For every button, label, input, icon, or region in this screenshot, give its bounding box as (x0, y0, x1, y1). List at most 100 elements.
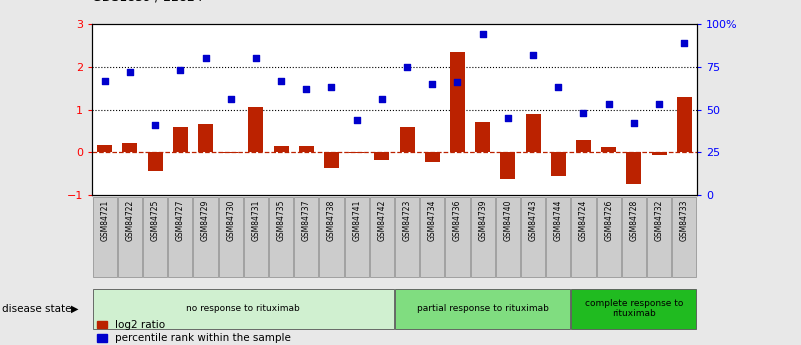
Text: GSM84744: GSM84744 (553, 200, 563, 242)
Bar (475, 122, 490, 152)
Bar (421, 197, 445, 277)
Bar (324, 152, 339, 168)
Bar (571, 197, 596, 277)
Text: GSM84730: GSM84730 (226, 200, 235, 242)
Bar (445, 197, 469, 277)
Point (501, 115, 514, 121)
Bar (395, 288, 570, 329)
Text: GSM84728: GSM84728 (630, 200, 638, 241)
Bar (521, 197, 545, 277)
Bar (601, 147, 616, 152)
Text: disease state: disease state (2, 304, 72, 314)
Point (627, 120, 640, 126)
Text: GSM84742: GSM84742 (377, 200, 386, 241)
Text: GSM84740: GSM84740 (503, 200, 513, 242)
Point (149, 122, 162, 128)
Text: GSM84739: GSM84739 (478, 200, 487, 242)
Bar (143, 197, 167, 277)
Text: GSM84734: GSM84734 (428, 200, 437, 242)
Bar (299, 146, 314, 152)
Point (123, 69, 136, 75)
Bar (219, 197, 243, 277)
Text: GSM84741: GSM84741 (352, 200, 361, 241)
Text: GSM84733: GSM84733 (680, 200, 689, 242)
Bar (626, 152, 642, 184)
Bar (97, 145, 112, 152)
Text: GSM84743: GSM84743 (529, 200, 537, 242)
Bar (546, 197, 570, 277)
Text: GSM84729: GSM84729 (201, 200, 210, 241)
Text: GSM84732: GSM84732 (654, 200, 663, 241)
Bar (425, 152, 440, 161)
Text: GSM84727: GSM84727 (175, 200, 185, 241)
Point (376, 97, 388, 102)
Bar (450, 52, 465, 152)
Bar (344, 197, 368, 277)
Bar (294, 197, 318, 277)
Text: GSM84735: GSM84735 (276, 200, 286, 242)
Point (577, 110, 590, 116)
Bar (168, 197, 192, 277)
Text: partial response to rituximab: partial response to rituximab (417, 304, 549, 313)
Bar (123, 143, 138, 152)
Bar (525, 114, 541, 152)
Point (174, 68, 187, 73)
Bar (501, 152, 516, 179)
Bar (576, 140, 591, 152)
Text: GDS1839 / 22824: GDS1839 / 22824 (92, 0, 203, 3)
Point (527, 52, 540, 58)
Bar (672, 197, 696, 277)
Point (249, 56, 262, 61)
Text: no response to rituximab: no response to rituximab (187, 304, 300, 313)
Point (300, 86, 312, 92)
Text: complete response to
rituximab: complete response to rituximab (585, 299, 683, 318)
Text: GSM84736: GSM84736 (453, 200, 462, 242)
Bar (223, 152, 238, 153)
Bar (320, 197, 344, 277)
Point (602, 102, 615, 107)
Bar (551, 152, 566, 176)
Bar (244, 197, 268, 277)
Bar (273, 146, 288, 152)
Text: ▶: ▶ (70, 304, 78, 314)
Point (678, 40, 690, 46)
Legend: log2 ratio, percentile rank within the sample: log2 ratio, percentile rank within the s… (98, 320, 291, 343)
Text: GSM84725: GSM84725 (151, 200, 159, 241)
Bar (93, 197, 117, 277)
Bar (677, 97, 692, 152)
Bar (118, 197, 142, 277)
Text: GSM84722: GSM84722 (126, 200, 135, 241)
Bar (395, 197, 419, 277)
Point (99, 78, 111, 83)
Bar (374, 152, 389, 160)
Bar (400, 127, 415, 152)
Point (224, 97, 237, 102)
Point (451, 79, 464, 85)
Point (653, 102, 666, 107)
Bar (471, 197, 495, 277)
Bar (622, 197, 646, 277)
Text: GSM84738: GSM84738 (327, 200, 336, 241)
Bar (496, 197, 520, 277)
Text: GSM84723: GSM84723 (403, 200, 412, 241)
Bar (571, 288, 696, 329)
Bar (198, 125, 213, 152)
Point (400, 64, 413, 70)
Text: GSM84731: GSM84731 (252, 200, 260, 241)
Text: GSM84724: GSM84724 (579, 200, 588, 241)
Bar (173, 127, 188, 152)
Text: GSM84726: GSM84726 (604, 200, 614, 241)
Bar (647, 197, 671, 277)
Bar (193, 197, 218, 277)
Bar (93, 288, 394, 329)
Text: GSM84737: GSM84737 (302, 200, 311, 242)
Bar (147, 152, 163, 171)
Bar (248, 107, 264, 152)
Text: GSM84721: GSM84721 (100, 200, 109, 241)
Bar (370, 197, 394, 277)
Bar (597, 197, 621, 277)
Point (199, 56, 212, 61)
Point (275, 78, 288, 83)
Bar (349, 152, 364, 153)
Bar (651, 152, 666, 155)
